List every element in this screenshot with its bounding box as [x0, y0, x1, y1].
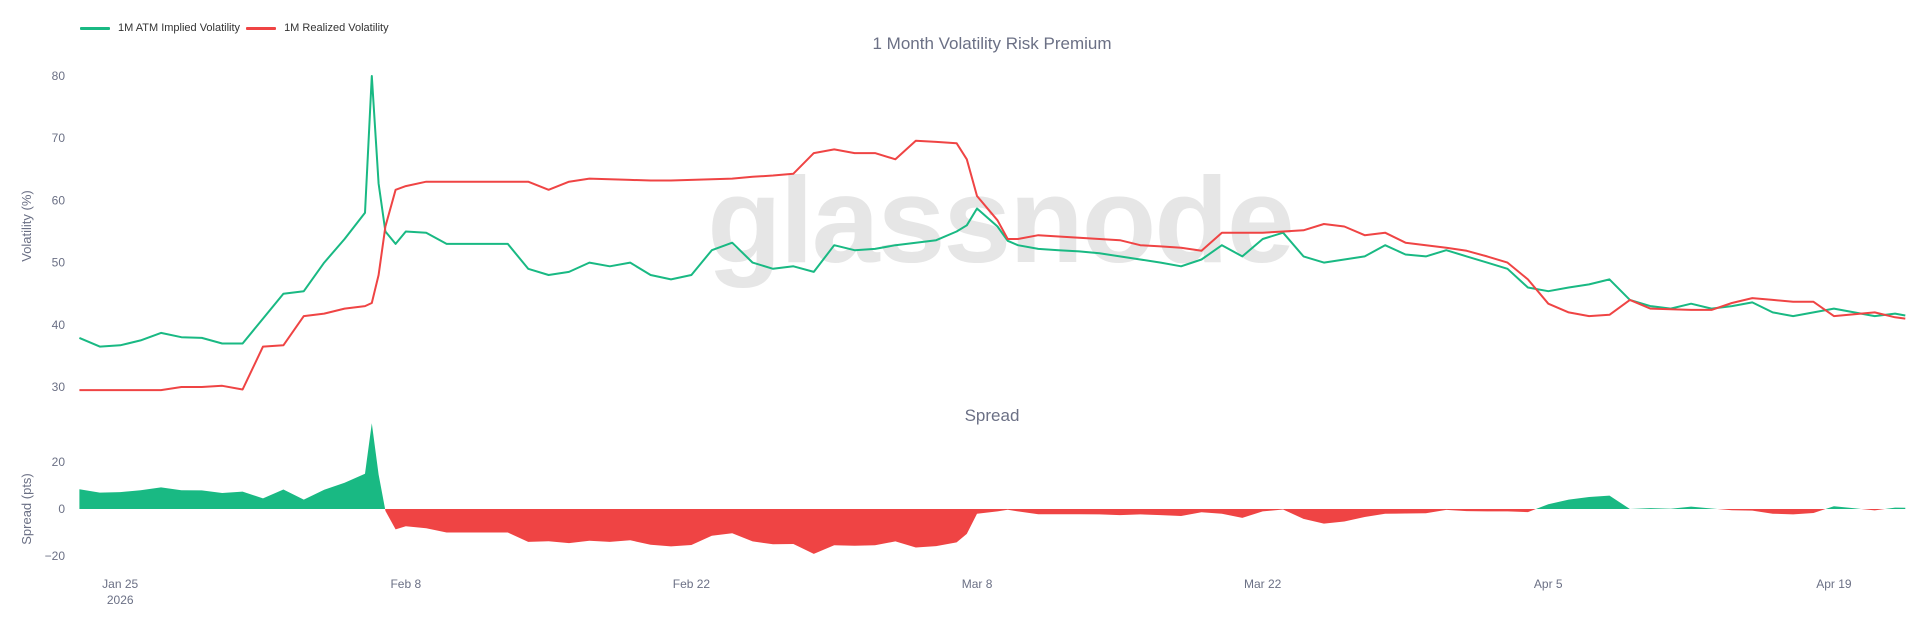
y-tick-label: 80 — [52, 69, 66, 83]
x-tick-label: Apr 19 — [1816, 577, 1852, 591]
x-tick-label: Mar 8 — [962, 577, 993, 591]
spread-y-tick-label: 20 — [52, 455, 66, 469]
y-tick-label: 40 — [52, 318, 66, 332]
x-tick-label: Feb 8 — [390, 577, 421, 591]
legend-swatch-realized — [246, 26, 277, 30]
x-tick-label: Apr 5 — [1534, 577, 1563, 591]
legend-item-implied-volatility[interactable]: 1M ATM Implied Volatility — [80, 22, 240, 34]
y-tick-label: 50 — [52, 256, 66, 270]
realized-volatility-line — [79, 139, 1906, 392]
y-tick-label: 70 — [52, 131, 66, 145]
main-y-axis-label: Volatility (%) — [19, 190, 34, 262]
y-tick-label: 30 — [52, 380, 66, 394]
x-tick-label: Feb 22 — [673, 577, 711, 591]
watermark-logo: glassnode — [707, 152, 1292, 288]
spread-y-tick-label: 0 — [58, 502, 65, 516]
spread-negative-area — [79, 509, 1906, 554]
legend-label: 1M Realized Volatility — [284, 22, 389, 34]
x-tick-sublabel: 2026 — [107, 593, 134, 607]
legend-item-realized-volatility[interactable]: 1M Realized Volatility — [246, 22, 389, 34]
legend-swatch-implied — [80, 26, 110, 30]
x-tick-label: Jan 25 — [102, 577, 138, 591]
spread-y-axis-label: Spread (pts) — [19, 473, 34, 545]
legend-label: 1M ATM Implied Volatility — [118, 22, 241, 34]
legend: 1M ATM Implied Volatility 1M Realized Vo… — [80, 22, 395, 34]
spread-positive-area — [79, 423, 1906, 509]
spread-chart-title: Spread — [965, 406, 1020, 425]
main-chart-title: 1 Month Volatility Risk Premium — [872, 34, 1111, 53]
spread-y-tick-label: −20 — [45, 549, 66, 563]
implied-volatility-line — [79, 75, 1906, 348]
y-tick-label: 60 — [52, 193, 66, 207]
x-tick-label: Mar 22 — [1244, 577, 1282, 591]
